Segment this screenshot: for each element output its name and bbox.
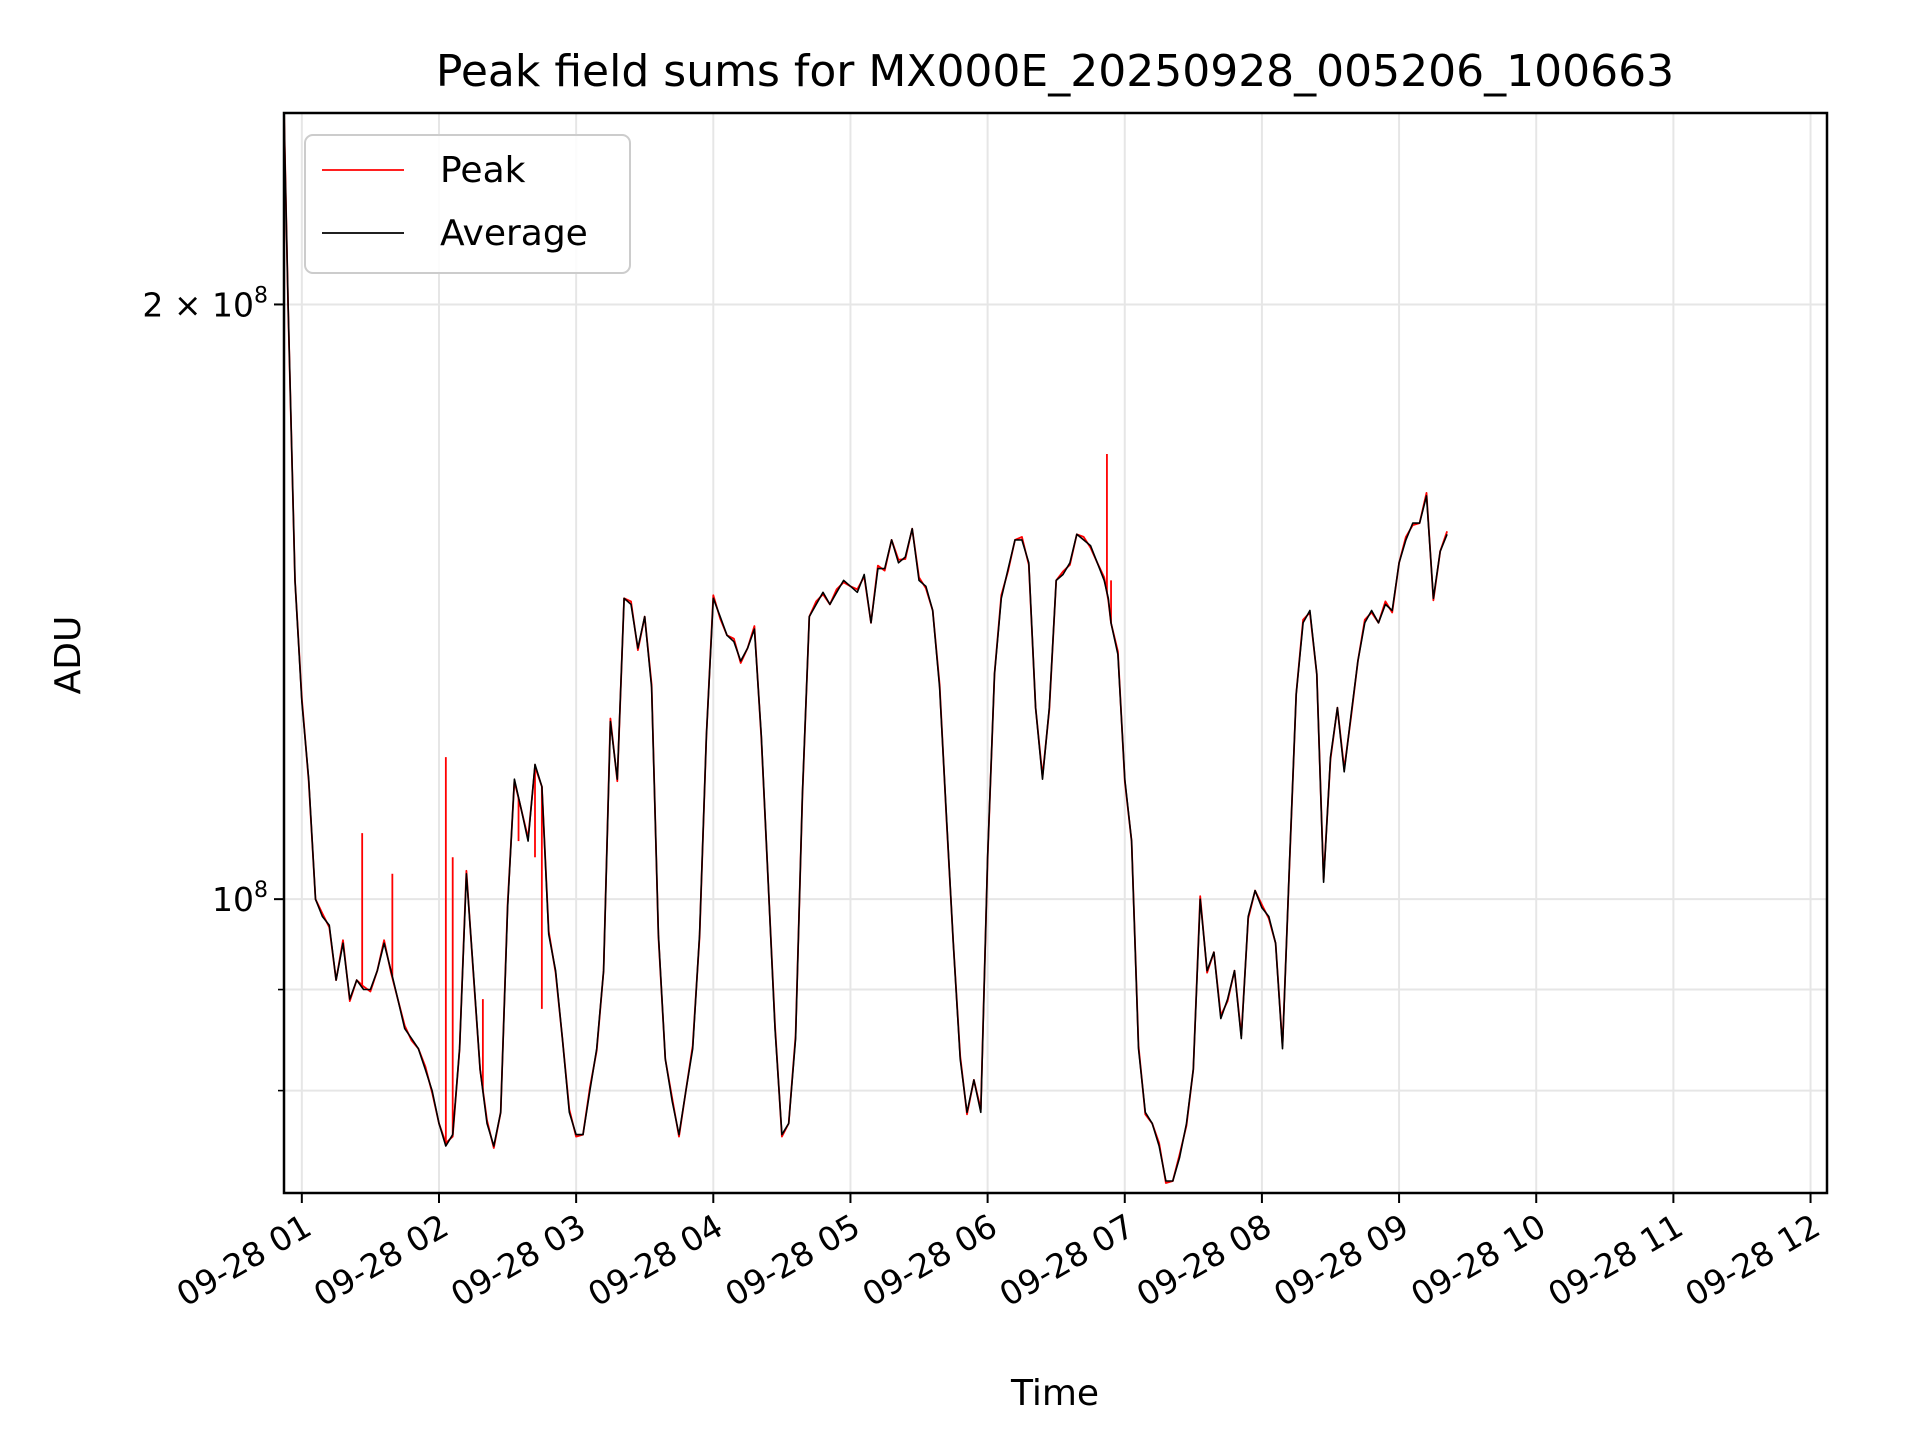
legend-label-average: Average bbox=[440, 213, 588, 254]
y-tick-label: 2 × 108 bbox=[142, 283, 268, 324]
y-axis-label: ADU bbox=[48, 616, 89, 695]
grid bbox=[284, 113, 1827, 1193]
y-axis: 108 2 × 108 bbox=[142, 283, 284, 1092]
x-axis-label: Time bbox=[1010, 1373, 1099, 1414]
series-layer bbox=[284, 113, 1448, 1184]
legend-label-peak: Peak bbox=[440, 150, 526, 191]
chart-title: Peak field sums for MX000E_20250928_0052… bbox=[436, 46, 1674, 97]
average-series-line bbox=[284, 113, 1448, 1182]
y-tick-label: 108 bbox=[212, 878, 268, 919]
legend: Peak Average bbox=[304, 134, 631, 274]
plot-frame bbox=[282, 111, 1829, 1195]
